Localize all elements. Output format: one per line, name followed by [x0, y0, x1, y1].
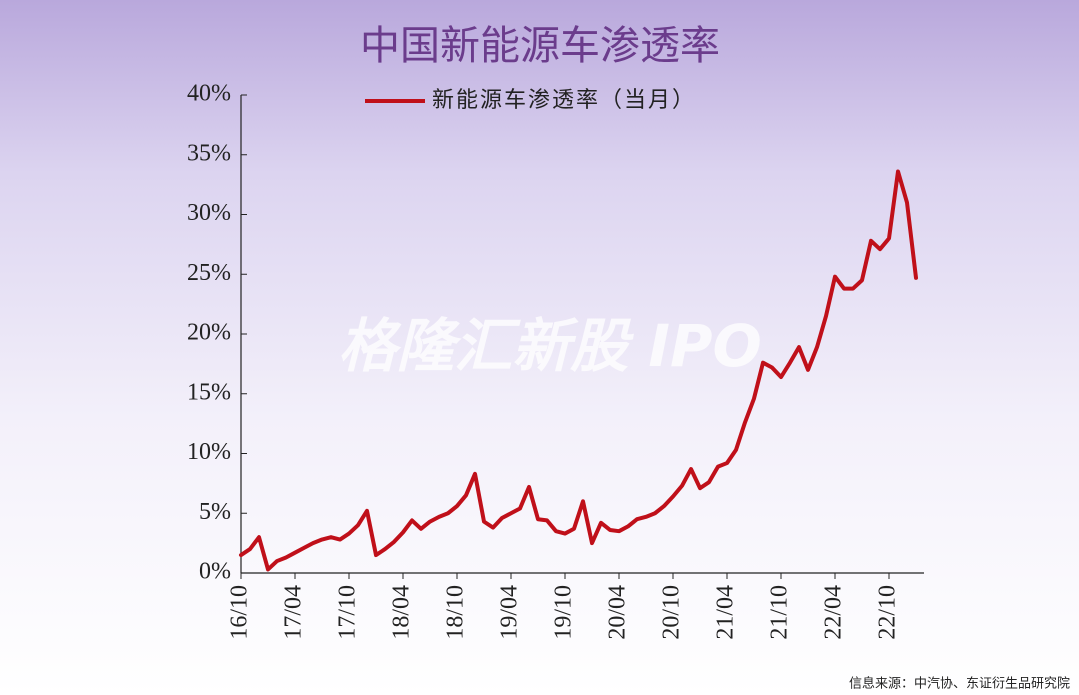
x-tick-label: 16/10: [227, 585, 253, 640]
x-tick-label: 22/04: [821, 585, 847, 640]
y-tick-label: 0%: [199, 559, 231, 585]
y-tick-label: 10%: [187, 439, 231, 465]
y-tick-label: 25%: [187, 260, 231, 286]
x-tick-label: 18/04: [389, 585, 415, 640]
chart-title: 中国新能源车渗透率: [360, 23, 720, 69]
x-tick-label: 22/10: [875, 585, 901, 640]
plot-area: 0% 5% 10% 15% 20% 25% 30% 35% 40% 16/10 17/04 17/10…: [187, 81, 924, 640]
x-tick-label: 20/10: [659, 585, 685, 640]
x-tick-label: 17/10: [335, 585, 361, 640]
x-tick-label: 21/10: [767, 585, 793, 640]
x-tick-label: 18/10: [443, 585, 469, 640]
y-tick-label: 35%: [187, 140, 231, 166]
watermark: 格隆汇新股 IPO: [338, 312, 762, 380]
data-line: [239, 169, 918, 572]
x-tick-label: 17/04: [281, 585, 307, 640]
y-tick-label: 15%: [187, 379, 231, 405]
source-note: 信息来源：中汽协、东证衍生品研究院: [849, 676, 1070, 692]
x-tick-label: 19/10: [551, 585, 577, 640]
x-tick-label: 20/04: [605, 585, 631, 640]
x-tick-label: 19/04: [497, 585, 523, 640]
x-tick-label: 21/04: [713, 585, 739, 640]
y-tick-label: 30%: [187, 200, 231, 226]
y-tick-label: 5%: [199, 499, 231, 525]
y-tick-label: 40%: [187, 81, 231, 107]
y-tick-label: 20%: [187, 320, 231, 346]
legend-label: 新能源车渗透率（当月）: [432, 88, 696, 113]
